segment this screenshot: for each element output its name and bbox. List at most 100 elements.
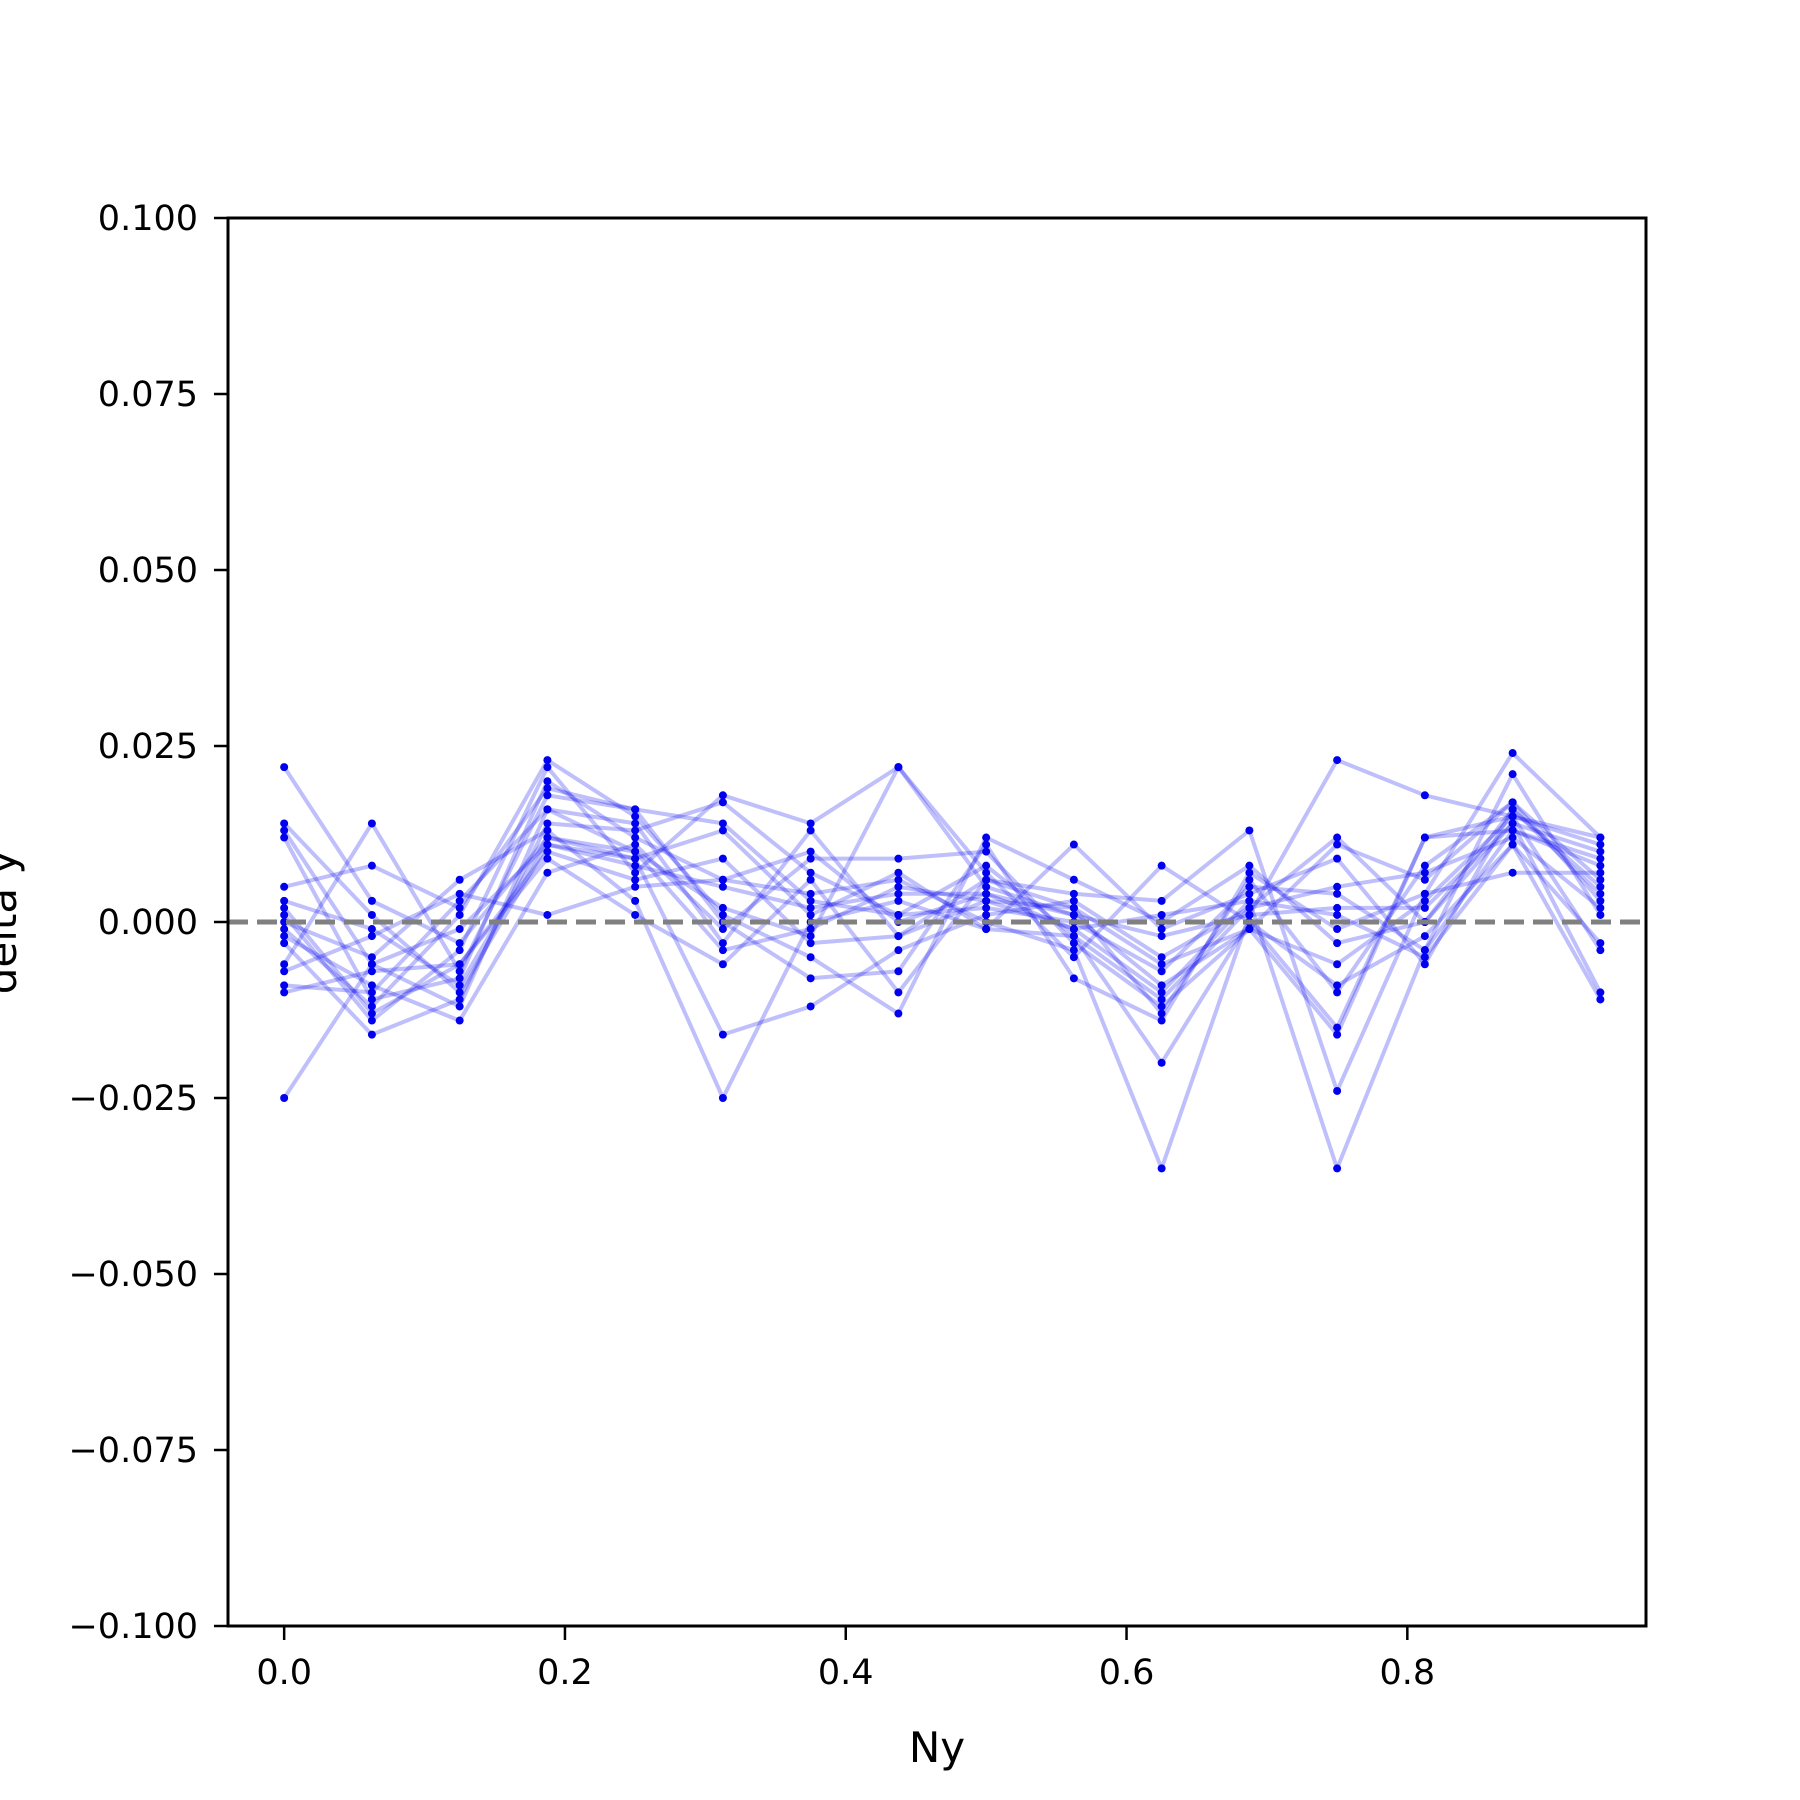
series-9 (280, 805, 1605, 1102)
data-point (982, 847, 991, 856)
data-point (455, 903, 464, 912)
data-point (718, 854, 727, 863)
data-point (982, 903, 991, 912)
data-point (1508, 770, 1517, 779)
series-line (282, 758, 1602, 946)
data-point (455, 960, 464, 969)
series-line (282, 779, 1602, 1171)
y-axis-label: delta y (0, 850, 26, 995)
data-point (1245, 910, 1254, 919)
data-point (806, 854, 815, 863)
data-point (367, 910, 376, 919)
x-axis: 0.0 0.2 0.4 0.6 0.8 (256, 1626, 1435, 1693)
data-point (806, 868, 815, 877)
data-point (455, 946, 464, 955)
data-point (982, 833, 991, 842)
data-point (455, 967, 464, 976)
data-point (718, 1030, 727, 1039)
data-point (1069, 875, 1078, 884)
data-point (894, 889, 903, 898)
data-point (280, 932, 289, 941)
data-point (367, 981, 376, 990)
y-tick-label: −0.050 (68, 1255, 198, 1295)
data-point (982, 875, 991, 884)
data-point (806, 974, 815, 983)
data-point (982, 882, 991, 891)
data-point (1333, 981, 1342, 990)
series-line (283, 814, 1601, 995)
data-point (806, 826, 815, 835)
data-point (631, 896, 640, 905)
data-point (280, 939, 289, 948)
data-point (982, 896, 991, 905)
series-17 (280, 826, 1605, 1102)
data-point (1596, 903, 1605, 912)
data-point (1508, 833, 1517, 842)
series-line (282, 765, 1602, 1023)
data-point (455, 981, 464, 990)
data-point (1508, 805, 1517, 814)
data-point (718, 798, 727, 807)
data-point (982, 925, 991, 934)
data-point (1157, 960, 1166, 969)
data-point (1596, 889, 1605, 898)
data-point (1596, 840, 1605, 849)
data-point (1596, 988, 1605, 997)
data-point (1157, 925, 1166, 934)
data-point (806, 1002, 815, 1011)
data-point (1245, 889, 1254, 898)
data-point (1333, 925, 1342, 934)
data-point (631, 812, 640, 821)
data-point (631, 805, 640, 814)
data-point (631, 826, 640, 835)
data-point (894, 967, 903, 976)
data-point (367, 988, 376, 997)
data-point (1069, 896, 1078, 905)
data-point (631, 854, 640, 863)
series-line (282, 758, 1603, 1016)
data-point (982, 910, 991, 919)
x-tick-label: 0.4 (818, 1653, 874, 1693)
data-point (1596, 882, 1605, 891)
data-point (1245, 826, 1254, 835)
x-tick-label: 0.0 (256, 1653, 312, 1693)
data-point (1420, 932, 1429, 941)
data-point (280, 981, 289, 990)
data-point (280, 896, 289, 905)
series-line (282, 772, 1603, 1037)
data-point (1420, 861, 1429, 870)
series-16 (280, 812, 1605, 997)
data-point (367, 932, 376, 941)
data-point (1069, 946, 1078, 955)
data-point (631, 882, 640, 891)
data-point (718, 903, 727, 912)
data-point (1245, 925, 1254, 934)
data-point (280, 967, 289, 976)
data-point (543, 910, 552, 919)
data-point (1245, 868, 1254, 877)
data-point (718, 875, 727, 884)
data-point (1508, 840, 1517, 849)
y-tick-label: −0.075 (68, 1431, 198, 1471)
y-tick-label: 0.025 (98, 727, 198, 767)
data-point (1596, 910, 1605, 919)
data-point (367, 896, 376, 905)
data-point (367, 995, 376, 1004)
data-point (1157, 1016, 1166, 1025)
data-point (1508, 749, 1517, 758)
data-point (543, 791, 552, 800)
data-point (1069, 932, 1078, 941)
data-point (631, 847, 640, 856)
data-point (367, 960, 376, 969)
data-point (631, 868, 640, 877)
data-point (543, 805, 552, 814)
data-point (280, 988, 289, 997)
data-point (1333, 939, 1342, 948)
data-point (1420, 889, 1429, 898)
data-point (367, 1002, 376, 1011)
data-point (894, 910, 903, 919)
data-point (1333, 889, 1342, 898)
data-point (982, 861, 991, 870)
data-point (455, 974, 464, 983)
